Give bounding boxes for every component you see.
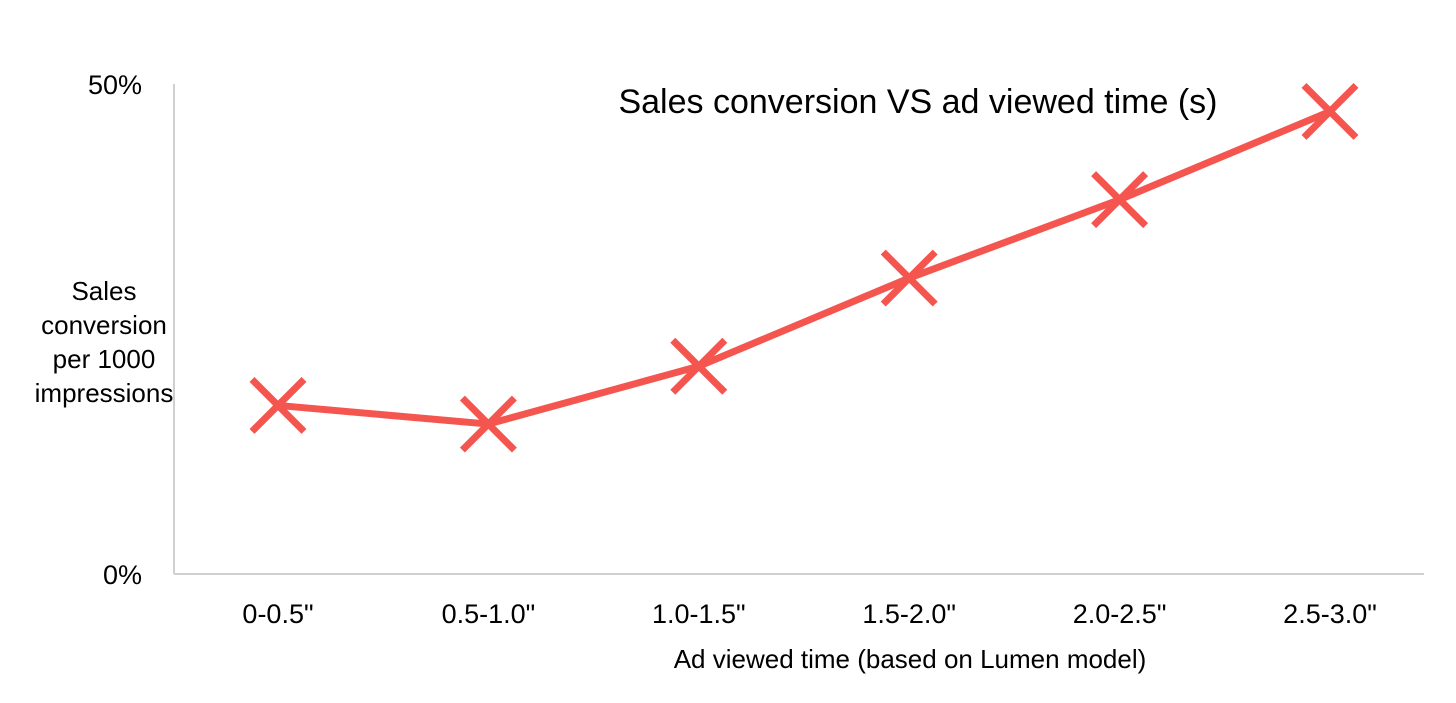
y-axis-title-line: conversion: [41, 310, 167, 340]
marker-stroke: [459, 395, 517, 453]
marker-stroke: [1091, 171, 1149, 229]
data-point-marker: [249, 376, 307, 434]
y-tick-labels: 0% 50%: [88, 70, 142, 590]
marker-stroke: [1301, 82, 1359, 140]
y-tick-label: 50%: [88, 70, 142, 100]
y-axis-title-line: per 1000: [53, 344, 156, 374]
data-point-marker: [1091, 171, 1149, 229]
marker-stroke: [249, 376, 307, 434]
x-tick-labels: 0-0.5" 0.5-1.0" 1.0-1.5" 1.5-2.0" 2.0-2.5" 2.…: [242, 599, 1376, 629]
y-axis-title: Sales conversion per 1000 impressions: [35, 276, 174, 408]
series-group: [249, 82, 1359, 453]
data-point-marker: [670, 337, 728, 395]
chart-title: Sales conversion VS ad viewed time (s): [618, 83, 1217, 121]
data-point-marker: [880, 249, 938, 307]
y-tick-label: 0%: [103, 560, 142, 590]
marker-stroke: [670, 337, 728, 395]
x-tick-label: 2.5-3.0": [1283, 599, 1377, 629]
y-axis-title-line: Sales: [71, 276, 136, 306]
x-tick-label: 1.0-1.5": [652, 599, 746, 629]
marker-stroke: [880, 249, 938, 307]
x-tick-label: 0.5-1.0": [442, 599, 536, 629]
chart-axes: [173, 84, 1424, 575]
x-tick-label: 0-0.5": [242, 599, 313, 629]
series-line: [277, 108, 1332, 428]
y-axis-title-line: impressions: [35, 378, 174, 408]
data-point-marker: [459, 395, 517, 453]
x-tick-label: 1.5-2.0": [862, 599, 956, 629]
x-tick-label: 2.0-2.5": [1073, 599, 1167, 629]
x-axis-title: Ad viewed time (based on Lumen model): [674, 644, 1147, 674]
data-point-marker: [1301, 82, 1359, 140]
